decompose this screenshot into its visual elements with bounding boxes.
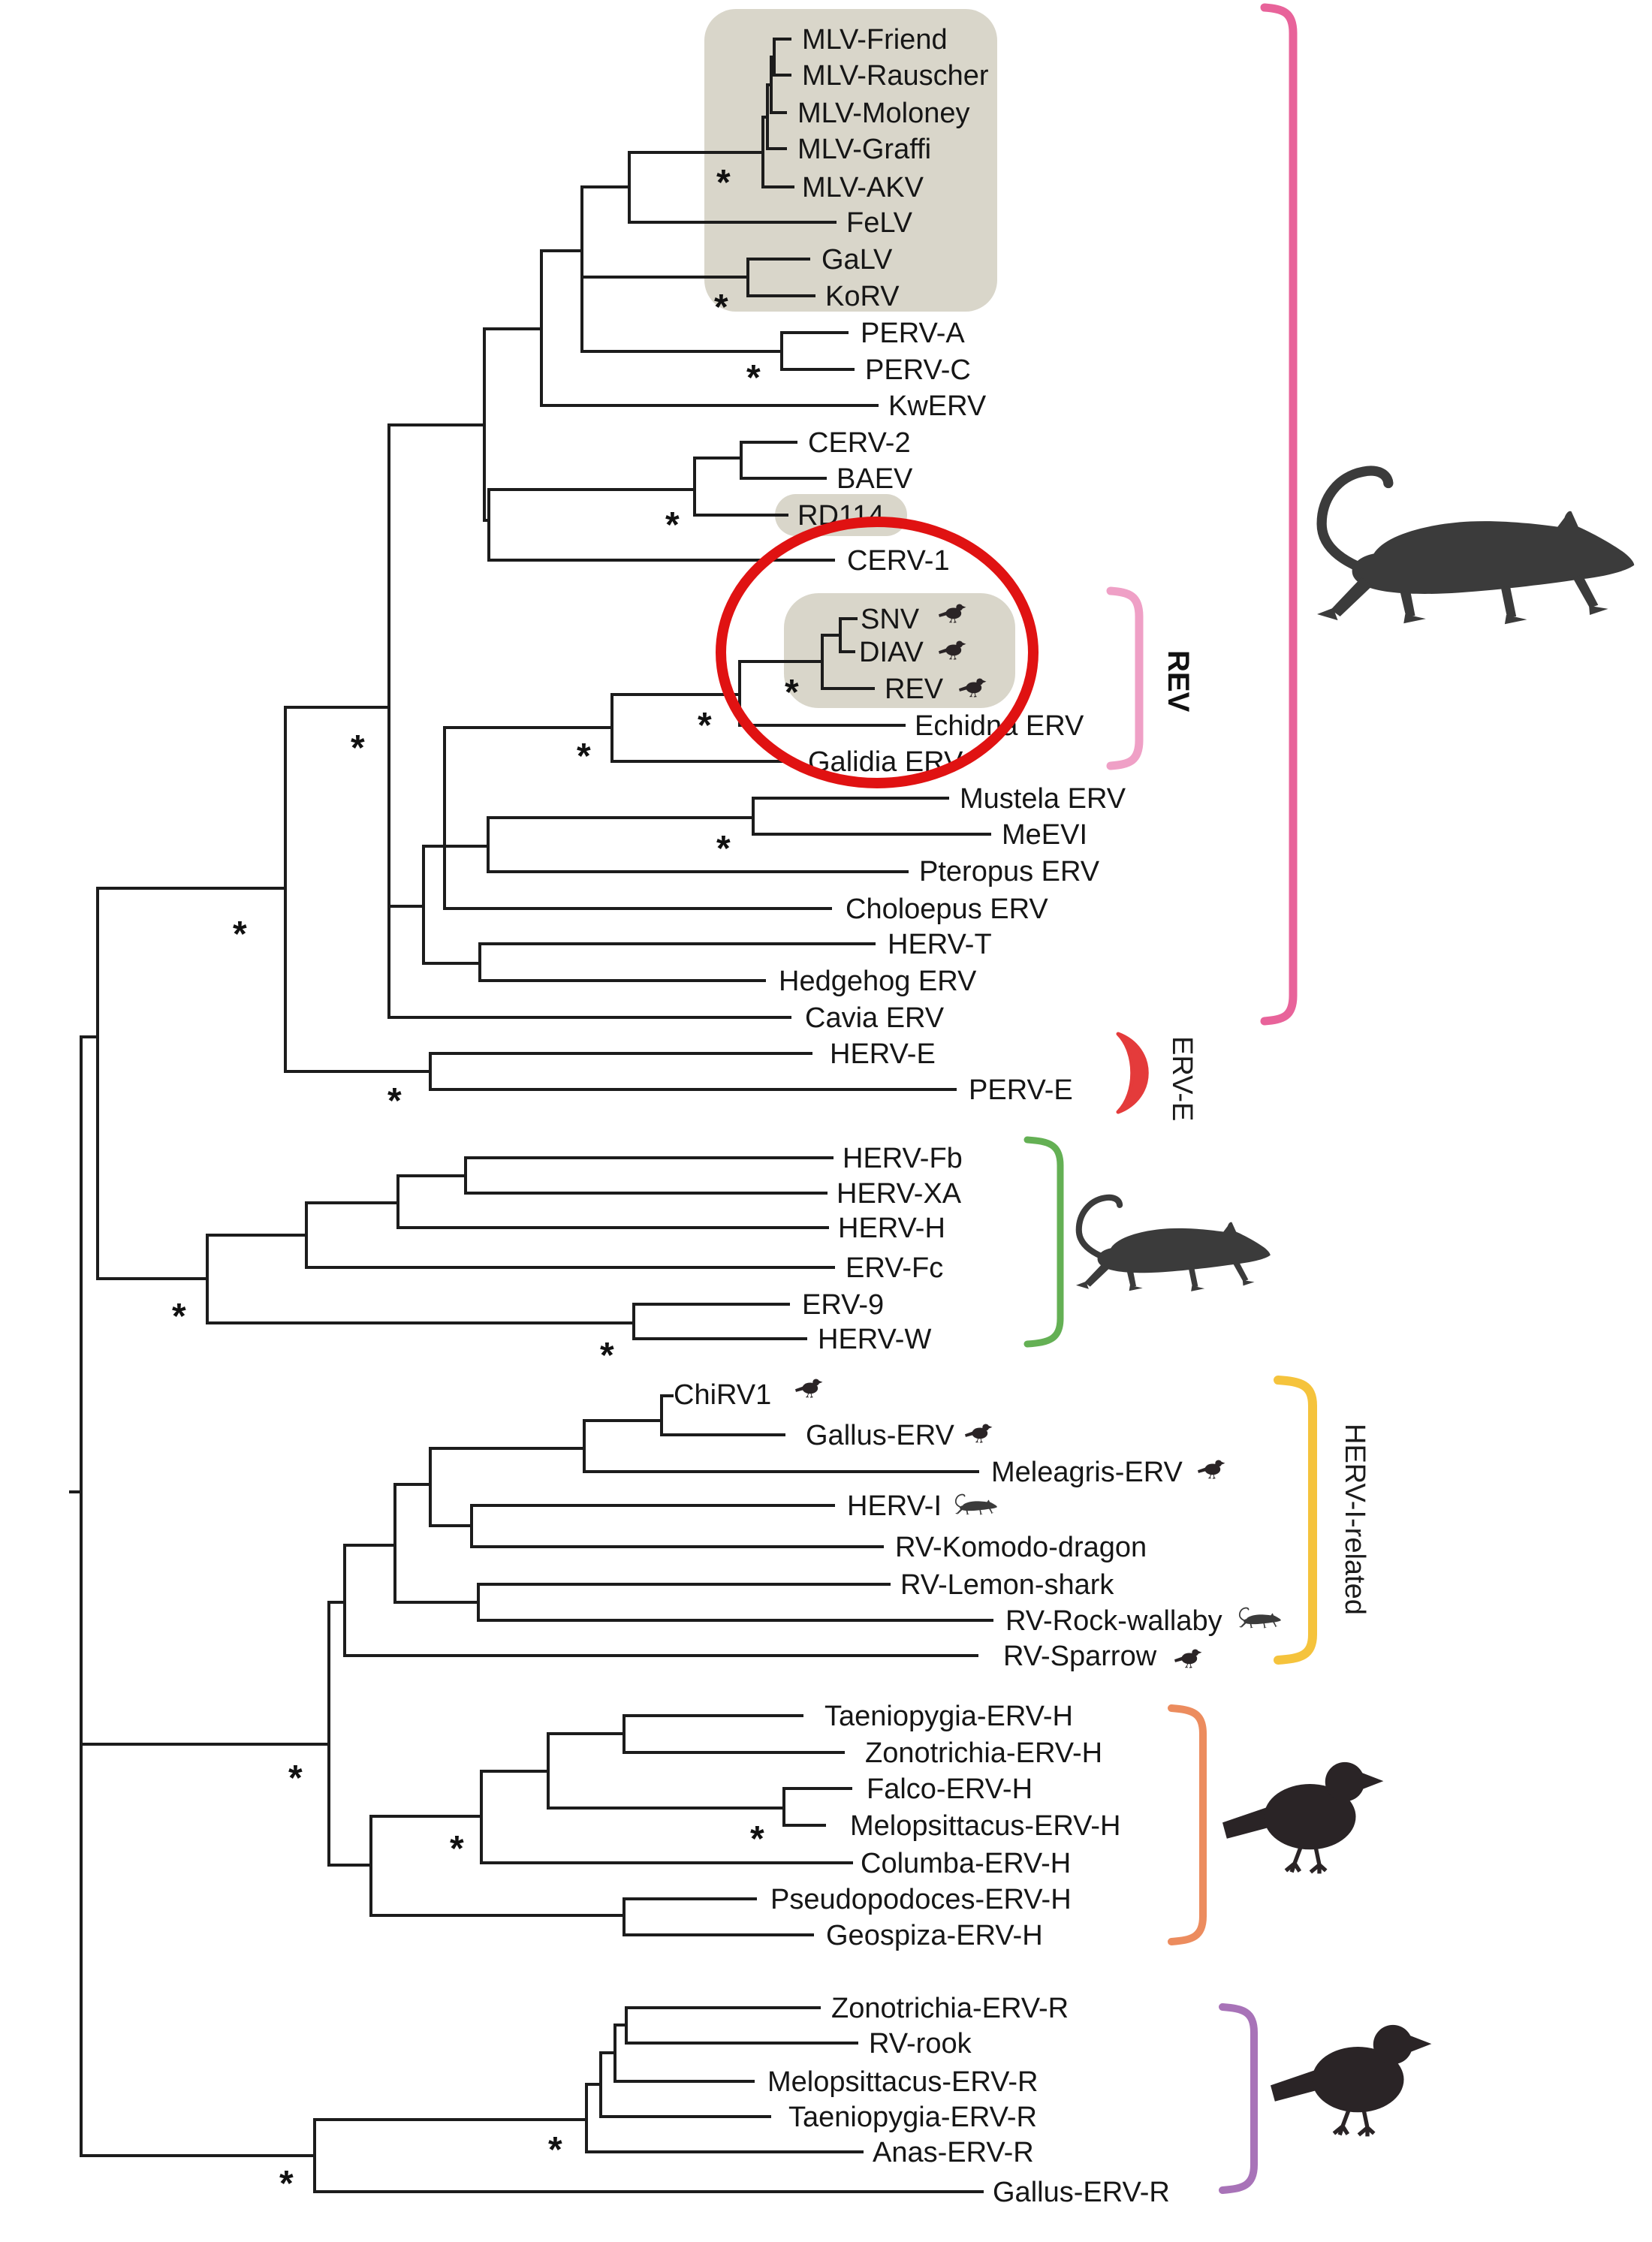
svg-text:Cavia ERV: Cavia ERV xyxy=(805,1002,945,1034)
svg-text:RV-rook: RV-rook xyxy=(869,2028,972,2060)
svg-text:MLV-Moloney: MLV-Moloney xyxy=(797,98,970,129)
svg-text:REV: REV xyxy=(1162,650,1195,713)
svg-text:HERV-T: HERV-T xyxy=(888,929,992,960)
svg-text:KwERV: KwERV xyxy=(888,390,987,422)
svg-text:SNV: SNV xyxy=(861,604,920,635)
svg-text:MLV-Friend: MLV-Friend xyxy=(802,24,948,56)
svg-text:*: * xyxy=(279,2164,294,2204)
svg-text:*: * xyxy=(716,163,731,203)
svg-text:*: * xyxy=(698,706,712,746)
svg-text:HERV-I: HERV-I xyxy=(847,1490,942,1522)
svg-text:RV-Sparrow: RV-Sparrow xyxy=(1003,1641,1157,1672)
svg-text:*: * xyxy=(172,1297,186,1336)
svg-text:HERV-E: HERV-E xyxy=(830,1038,936,1070)
svg-text:*: * xyxy=(785,673,799,713)
svg-text:*: * xyxy=(351,728,365,768)
svg-text:*: * xyxy=(288,1758,303,1798)
svg-text:Falco-ERV-H: Falco-ERV-H xyxy=(867,1773,1032,1805)
svg-text:CERV-1: CERV-1 xyxy=(847,545,950,577)
svg-text:*: * xyxy=(577,737,591,776)
svg-text:*: * xyxy=(600,1336,614,1376)
svg-text:*: * xyxy=(233,915,247,954)
svg-text:*: * xyxy=(548,2130,562,2170)
svg-text:GaLV: GaLV xyxy=(821,244,893,276)
svg-text:Gallus-ERV-R: Gallus-ERV-R xyxy=(993,2177,1170,2208)
svg-text:PERV-E: PERV-E xyxy=(969,1074,1073,1106)
svg-text:Anas-ERV-R: Anas-ERV-R xyxy=(873,2137,1034,2168)
svg-text:RV-Lemon-shark: RV-Lemon-shark xyxy=(900,1569,1114,1601)
svg-text:KoRV: KoRV xyxy=(825,281,900,312)
svg-text:Meleagris-ERV: Meleagris-ERV xyxy=(991,1457,1183,1488)
svg-text:Zonotrichia-ERV-R: Zonotrichia-ERV-R xyxy=(831,1993,1069,2024)
svg-text:RV-Komodo-dragon: RV-Komodo-dragon xyxy=(895,1532,1147,1563)
svg-text:Zonotrichia-ERV-H: Zonotrichia-ERV-H xyxy=(865,1737,1102,1769)
svg-text:MLV-Rauscher: MLV-Rauscher xyxy=(802,60,989,92)
svg-text:HERV-I-related: HERV-I-related xyxy=(1339,1424,1370,1615)
svg-text:MLV-Graffi: MLV-Graffi xyxy=(797,134,931,165)
svg-text:*: * xyxy=(746,358,761,398)
svg-text:Mustela ERV: Mustela ERV xyxy=(960,783,1126,815)
svg-text:ERV-9: ERV-9 xyxy=(802,1289,884,1321)
svg-text:Columba-ERV-H: Columba-ERV-H xyxy=(861,1848,1071,1879)
svg-text:CERV-2: CERV-2 xyxy=(808,427,911,459)
svg-text:RV-Rock-wallaby: RV-Rock-wallaby xyxy=(1005,1605,1222,1637)
svg-text:*: * xyxy=(714,288,728,327)
svg-text:Pteropus ERV: Pteropus ERV xyxy=(919,856,1100,887)
svg-text:HERV-Fb: HERV-Fb xyxy=(843,1143,963,1174)
svg-text:*: * xyxy=(665,505,680,545)
svg-text:Taeniopygia-ERV-R: Taeniopygia-ERV-R xyxy=(788,2102,1037,2133)
svg-text:*: * xyxy=(716,829,731,869)
svg-text:*: * xyxy=(450,1829,464,1869)
svg-text:Geospiza-ERV-H: Geospiza-ERV-H xyxy=(826,1920,1043,1951)
svg-text:Melopsittacus-ERV-H: Melopsittacus-ERV-H xyxy=(850,1810,1120,1842)
svg-text:*: * xyxy=(387,1081,402,1121)
svg-text:PERV-C: PERV-C xyxy=(865,354,971,386)
svg-text:Melopsittacus-ERV-R: Melopsittacus-ERV-R xyxy=(767,2066,1038,2098)
svg-text:MeEVI: MeEVI xyxy=(1002,819,1087,851)
svg-text:REV: REV xyxy=(885,674,944,705)
svg-text:BAEV: BAEV xyxy=(837,463,913,495)
svg-text:HERV-H: HERV-H xyxy=(838,1213,945,1244)
svg-text:Choloepus ERV: Choloepus ERV xyxy=(846,893,1048,925)
svg-text:Hedgehog ERV: Hedgehog ERV xyxy=(779,966,977,997)
svg-text:ERV-E: ERV-E xyxy=(1166,1036,1198,1121)
svg-text:HERV-W: HERV-W xyxy=(818,1324,931,1355)
svg-text:DIAV: DIAV xyxy=(859,637,924,668)
svg-text:ERV-Fc: ERV-Fc xyxy=(846,1252,943,1284)
svg-text:ChiRV1: ChiRV1 xyxy=(674,1379,771,1411)
svg-text:PERV-A: PERV-A xyxy=(861,318,965,349)
svg-text:*: * xyxy=(750,1819,764,1859)
svg-text:Taeniopygia-ERV-H: Taeniopygia-ERV-H xyxy=(824,1701,1073,1732)
svg-text:HERV-XA: HERV-XA xyxy=(837,1178,962,1210)
svg-text:Pseudopodoces-ERV-H: Pseudopodoces-ERV-H xyxy=(770,1884,1072,1915)
svg-text:Gallus-ERV: Gallus-ERV xyxy=(806,1420,954,1451)
svg-text:FeLV: FeLV xyxy=(846,207,913,239)
svg-text:MLV-AKV: MLV-AKV xyxy=(802,172,924,203)
